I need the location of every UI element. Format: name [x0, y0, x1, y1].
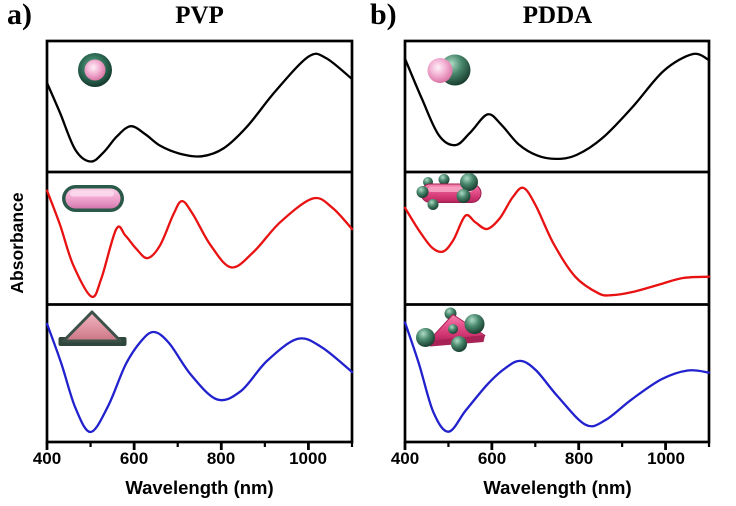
pdda-nanorod-icon	[416, 173, 482, 210]
pdda-nanosphere-icon	[427, 54, 471, 86]
x-tick-label-a-1000: 1000	[289, 449, 327, 468]
x-tick-label-a-400: 400	[32, 449, 62, 468]
spectrum-pvp-nanorod	[45, 189, 354, 299]
x-tick-label-b-400: 400	[390, 449, 420, 468]
x-tick-label-b-600: 600	[477, 449, 507, 468]
spectrum-pdda-nanoprism	[403, 321, 711, 433]
panel-a-title: PVP	[175, 2, 224, 29]
spectrum-pvp-nanoprism	[45, 322, 354, 434]
x-axis-label-b: Wavelength (nm)	[483, 477, 632, 498]
panel-b-frame	[403, 39, 711, 450]
spectrum-pdda-nanorod	[403, 186, 711, 297]
x-axis-label-a: Wavelength (nm)	[125, 477, 274, 498]
panel-a-x-ticks	[45, 442, 354, 450]
spectrum-pdda-nanosphere	[403, 52, 711, 161]
x-tick-label-b-800: 800	[564, 449, 594, 468]
panel-a-frame	[45, 39, 354, 450]
panel-b-label: b)	[370, 0, 397, 31]
pvp-nanosphere-icon	[78, 53, 112, 87]
y-axis-label: Absorbance	[7, 192, 27, 294]
pvp-nanoprism-icon	[58, 310, 127, 346]
panel-b-title: PDDA	[522, 2, 593, 29]
x-tick-label-b-1000: 1000	[647, 449, 685, 468]
pvp-nanorod-icon	[62, 185, 124, 212]
spectrum-pvp-nanosphere	[45, 52, 354, 163]
x-tick-label-a-800: 800	[206, 449, 236, 468]
panel-a-label: a)	[7, 0, 32, 31]
pdda-nanoprism-icon	[416, 307, 486, 352]
panel-b-x-ticks	[403, 442, 711, 450]
x-tick-label-a-600: 600	[119, 449, 149, 468]
